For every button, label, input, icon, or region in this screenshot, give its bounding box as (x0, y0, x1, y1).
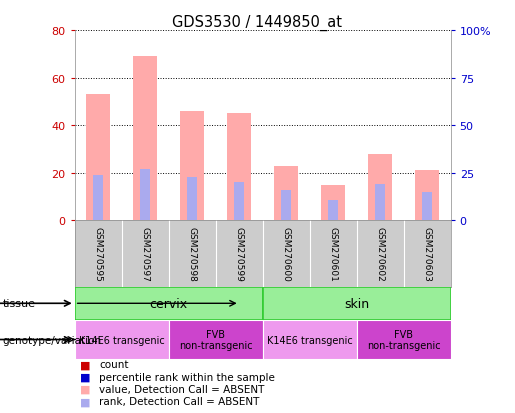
Bar (375, 185, 385, 221)
Text: GSM270595: GSM270595 (94, 227, 102, 281)
Text: count: count (99, 359, 129, 369)
Text: K14E6 transgenic: K14E6 transgenic (267, 335, 353, 345)
Bar (263, 287, 451, 320)
Text: GSM270598: GSM270598 (187, 227, 197, 281)
Bar (356, 320, 451, 359)
Bar (329, 200, 338, 221)
Bar (422, 192, 432, 221)
Text: GSM270601: GSM270601 (329, 227, 338, 281)
Text: ■: ■ (80, 384, 90, 394)
Bar (263, 320, 356, 359)
Text: FVB
non-transgenic: FVB non-transgenic (179, 329, 252, 351)
Text: GSM270600: GSM270600 (282, 227, 290, 281)
Text: skin: skin (344, 297, 369, 310)
Bar (187, 177, 197, 221)
Text: genotype/variation: genotype/variation (3, 335, 101, 345)
Bar (75, 287, 263, 320)
Bar (133, 57, 157, 221)
Bar (321, 185, 345, 221)
Text: ■: ■ (80, 372, 90, 382)
Bar (75, 320, 168, 359)
Text: tissue: tissue (3, 299, 36, 309)
Text: GSM270603: GSM270603 (423, 227, 432, 281)
Text: K14E6 transgenic: K14E6 transgenic (79, 335, 165, 345)
Text: GDS3530 / 1449850_at: GDS3530 / 1449850_at (173, 14, 342, 31)
Bar (234, 183, 244, 221)
Bar (416, 171, 439, 221)
Text: cervix: cervix (149, 297, 188, 310)
Text: value, Detection Call = ABSENT: value, Detection Call = ABSENT (99, 384, 265, 394)
Bar (141, 170, 150, 221)
Text: ■: ■ (80, 359, 90, 369)
Bar (368, 154, 392, 221)
Bar (281, 190, 291, 221)
Bar (274, 166, 298, 221)
Text: GSM270599: GSM270599 (235, 227, 244, 281)
Text: rank, Detection Call = ABSENT: rank, Detection Call = ABSENT (99, 396, 260, 406)
Text: GSM270602: GSM270602 (375, 227, 385, 281)
Bar (87, 95, 110, 221)
Bar (180, 112, 204, 221)
Text: GSM270597: GSM270597 (141, 227, 150, 281)
Bar (94, 176, 103, 221)
Bar (228, 114, 251, 221)
Bar (168, 320, 263, 359)
Text: FVB
non-transgenic: FVB non-transgenic (367, 329, 440, 351)
Text: ■: ■ (80, 396, 90, 406)
Text: percentile rank within the sample: percentile rank within the sample (99, 372, 276, 382)
